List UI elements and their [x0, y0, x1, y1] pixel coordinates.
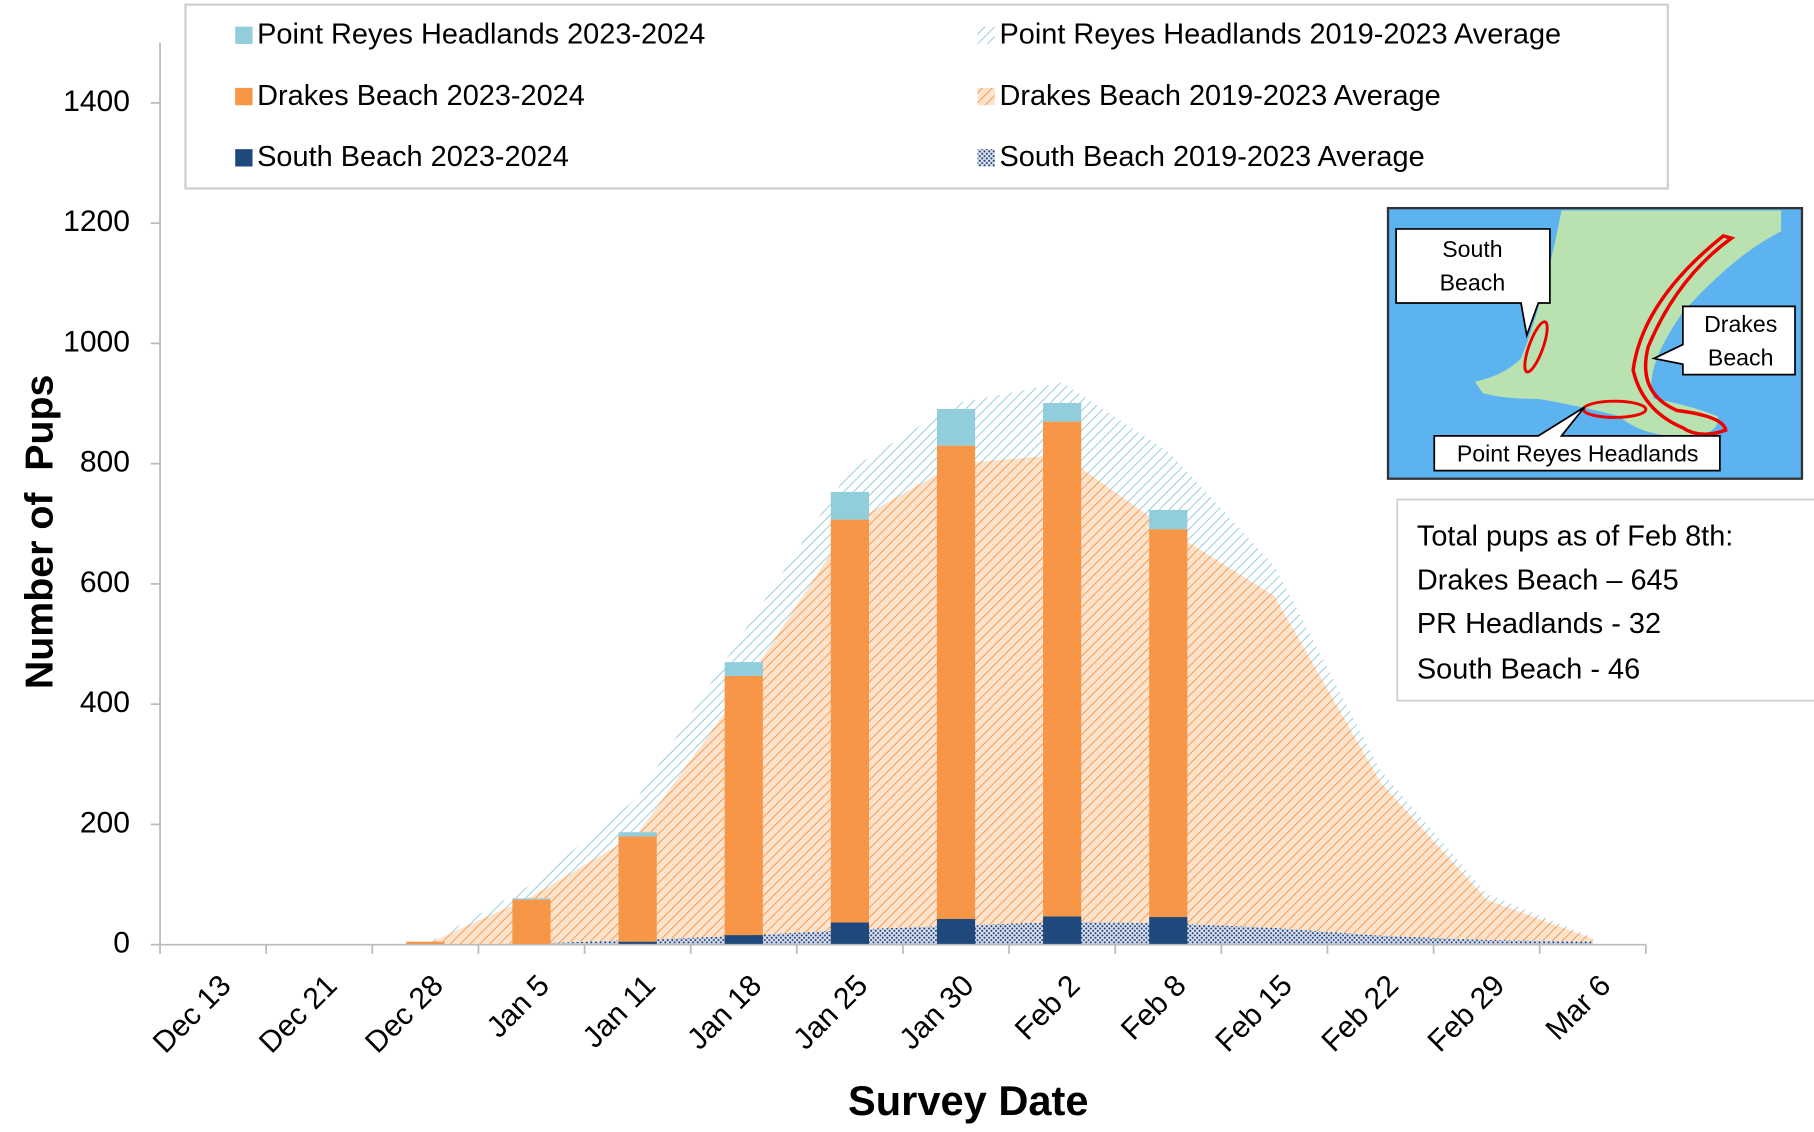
legend-swatch: [235, 26, 253, 44]
x-tick-label: Feb 8: [1115, 969, 1193, 1047]
bar: [936, 918, 976, 945]
x-tick-label: Dec 21: [253, 969, 344, 1060]
map-outline: [1523, 320, 1549, 374]
note-box: [1396, 498, 1814, 702]
map-label: Point Reyes Headlands: [1457, 441, 1699, 467]
legend-label: South Beach 2019-2023 Average: [1000, 141, 1425, 173]
note-line: South Beach - 46: [1417, 653, 1640, 685]
legend-swatch: [977, 149, 995, 167]
y-tick-label: 800: [80, 446, 130, 479]
inset-map: South Beach Drakes Beach Point Reyes Hea…: [1386, 206, 1804, 480]
bar: [1043, 916, 1082, 945]
x-tick-label: Feb 22: [1315, 969, 1404, 1058]
x-tick-label: Jan 25: [787, 969, 874, 1056]
legend-label: Point Reyes Headlands 2019-2023 Average: [1000, 18, 1562, 50]
bar: [1043, 421, 1082, 917]
x-tick-label: Jan 18: [681, 969, 768, 1056]
x-tick-label: Jan 11: [577, 969, 663, 1055]
y-axis-title: Number of Pups: [17, 375, 61, 689]
bar: [512, 899, 551, 945]
bar: [830, 491, 869, 520]
bar: [618, 836, 657, 942]
x-axis-title: Survey Date: [848, 1077, 1089, 1124]
map-land: [1474, 210, 1782, 438]
legend-swatch: [977, 87, 995, 106]
x-tick-label: Jan 5: [481, 969, 556, 1044]
area: [425, 454, 1593, 945]
area: [425, 921, 1593, 945]
note-line: PR Headlands - 32: [1417, 608, 1661, 640]
y-tick-label: 1000: [63, 325, 130, 358]
map-label: South: [1442, 236, 1502, 262]
x-tick-label: Mar 6: [1540, 969, 1618, 1047]
bar: [1149, 529, 1188, 918]
bar: [724, 935, 763, 945]
x-tick-label: Feb 15: [1209, 969, 1298, 1058]
x-tick-label: Feb 29: [1422, 969, 1511, 1058]
legend-box: [184, 3, 1669, 190]
map-label: Drakes: [1704, 311, 1777, 337]
bar: [512, 898, 551, 900]
map-callout: [1433, 406, 1721, 472]
x-tick-label: Jan 30: [893, 969, 980, 1056]
legend-label: Drakes Beach 2019-2023 Average: [1000, 80, 1441, 112]
x-tick-label: Dec 13: [147, 969, 238, 1060]
map-callout: [1651, 305, 1796, 376]
y-tick-label: 600: [80, 566, 130, 599]
legend-swatch: [977, 26, 995, 44]
bar: [1149, 509, 1188, 530]
map-outline: [1631, 233, 1736, 436]
bar: [936, 408, 976, 446]
legend-label: Point Reyes Headlands 2023-2024: [257, 18, 705, 50]
bar: [618, 832, 657, 837]
y-tick-label: 0: [113, 927, 130, 960]
x-tick-label: Dec 28: [359, 969, 450, 1060]
map-callout: [1395, 228, 1551, 339]
legend: Point Reyes Headlands 2023-2024 Point Rey…: [235, 18, 1561, 173]
bar: [1149, 917, 1188, 945]
bar: [724, 662, 763, 676]
map-label: Beach: [1440, 270, 1506, 296]
bar: [936, 445, 976, 919]
legend-label: Drakes Beach 2023-2024: [257, 80, 585, 112]
bar: [724, 675, 763, 936]
x-tick-label: Feb 2: [1009, 969, 1087, 1047]
bar: [1043, 402, 1082, 422]
bar: [830, 922, 869, 945]
y-tick-label: 1400: [63, 85, 130, 118]
note-line: Drakes Beach – 645: [1417, 564, 1679, 596]
legend-swatch: [235, 87, 253, 106]
legend-swatch: [235, 149, 253, 167]
y-tick-label: 1200: [63, 205, 130, 238]
bar: [830, 519, 869, 923]
y-tick-label: 200: [80, 806, 130, 839]
note-line: Total pups as of Feb 8th:: [1417, 520, 1733, 552]
legend-label: South Beach 2023-2024: [257, 141, 569, 173]
bar: [618, 941, 657, 945]
area: [425, 382, 1593, 945]
map-label: Beach: [1708, 345, 1774, 371]
y-tick-label: 400: [80, 686, 130, 719]
bar: [406, 941, 445, 945]
